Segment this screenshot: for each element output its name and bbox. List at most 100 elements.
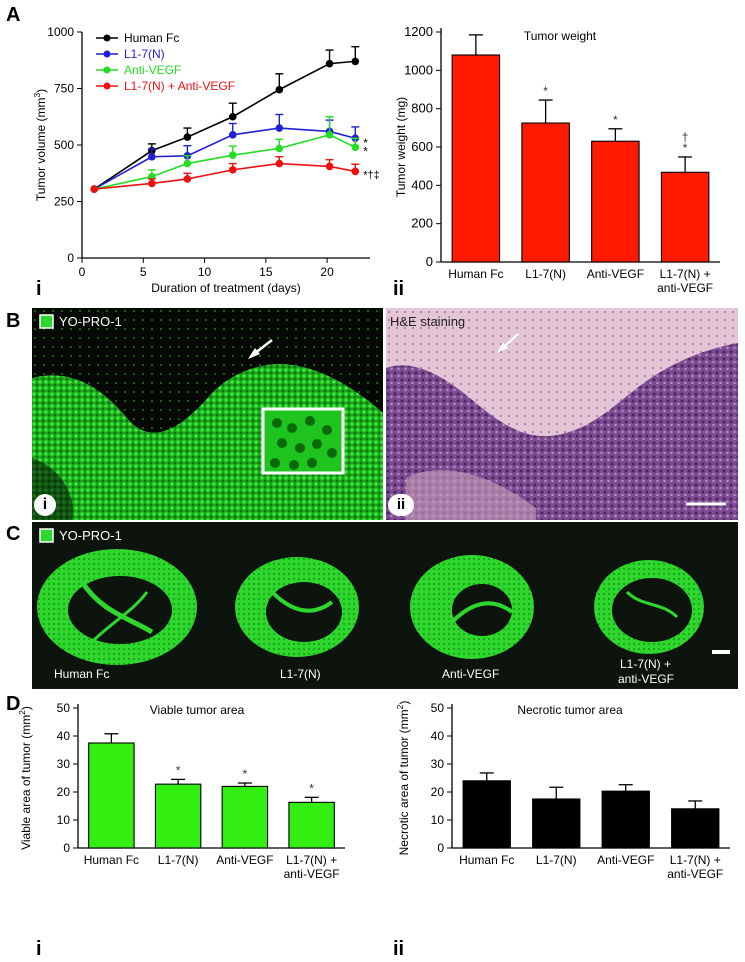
data-point (148, 152, 156, 161)
bar (521, 122, 570, 263)
caption-l1-7n: L1-7(N) (280, 667, 321, 681)
significance-mark: † (682, 130, 689, 144)
legend-marker (103, 50, 111, 58)
bar (221, 785, 269, 849)
fluorescence-image-drawing (32, 308, 383, 520)
data-point (275, 124, 284, 132)
data-point (228, 166, 237, 174)
category-label: Human Fc (459, 853, 514, 867)
significance-mark: * (309, 781, 314, 795)
tumor-weight-bar-chart: 0 200 400 600 800 1000 1200 Tumor weight Tumor w… (394, 24, 720, 295)
bar (660, 171, 710, 263)
y-tick-label: 800 (411, 101, 433, 116)
legend-marker (103, 34, 111, 42)
chart-title: Tumor weight (524, 29, 597, 43)
caption-combination-line1: L1-7(N) + (620, 657, 672, 671)
y-tick-label: 0 (63, 841, 70, 855)
data-point (325, 59, 334, 68)
category-label: L1-7(N) + (670, 853, 721, 867)
subpanel-label-b-ii: ii (388, 494, 414, 516)
y-tick-label: 500 (54, 138, 74, 152)
necrotic-tumor-area-bar-chart: 0 10 20 30 40 50 Necrotic tumor area Necrotic a… (395, 701, 730, 881)
category-label: L1-7(N) (158, 853, 199, 867)
y-tick-label: 1000 (404, 62, 433, 77)
bar (462, 780, 511, 849)
y-axis-label: Tumor weight (mg) (394, 97, 408, 197)
y-tick-label: 10 (431, 813, 445, 827)
data-point (275, 85, 284, 94)
legend-swatch (39, 314, 54, 329)
y-tick-label: 30 (431, 757, 445, 771)
significance-mark: * (543, 84, 548, 98)
subpanel-label-d-ii: ii (393, 938, 405, 960)
data-point (325, 131, 334, 139)
he-image-drawing (386, 308, 738, 520)
data-point (228, 131, 237, 139)
he-visible-arrow-icon (497, 333, 519, 353)
data-point (325, 162, 334, 171)
data-point (351, 57, 360, 66)
y-tick-label: 0 (426, 254, 433, 269)
chart-title: Necrotic tumor area (517, 703, 623, 717)
y-tick-label: 0 (67, 251, 74, 265)
bar (671, 808, 720, 849)
tumor-section-l1-7n (235, 557, 359, 657)
data-point (228, 112, 237, 121)
tumor-section-anti-vegf (410, 555, 534, 659)
tumor-volume-line-chart: 0 250 500 750 1000 0 5 10 15 20 Duration of treatm… (32, 25, 380, 295)
y-tick-label: 600 (411, 139, 433, 154)
category-label: Human Fc (84, 853, 139, 867)
significance-mark: * (363, 144, 368, 158)
panel-letter-a: A (6, 4, 21, 26)
y-tick-label: 0 (437, 841, 444, 855)
legend-label: Anti-VEGF (124, 63, 181, 77)
y-tick-label: 1200 (404, 24, 433, 39)
significance-mark: *†‡ (363, 169, 380, 181)
caption-anti-vegf: Anti-VEGF (442, 667, 500, 681)
y-tick-label: 750 (54, 82, 74, 96)
subpanel-label-a-i: i (36, 278, 42, 300)
x-tick-label: 5 (140, 265, 147, 279)
panel-letter-c: C (6, 523, 21, 545)
tumor-sections-yo-pro-1-image: YO-PRO-1 Human Fc L1-7(N) Anti-VEGF L1-7… (32, 522, 738, 689)
subpanel-label-b-i: i (34, 494, 56, 516)
y-tick-label: 40 (431, 729, 445, 743)
legend-label: Human Fc (124, 31, 179, 45)
y-tick-label: 50 (431, 701, 445, 715)
data-point (275, 144, 284, 153)
he-staining-image: H&E staining ii (386, 308, 738, 520)
y-tick-label: 40 (57, 729, 71, 743)
category-label: Anti-VEGF (597, 853, 654, 867)
tumor-sections-drawing (37, 528, 730, 665)
bar (601, 790, 650, 849)
category-label: L1-7(N) + (660, 267, 711, 281)
legend-marker (103, 66, 111, 74)
y-tick-label: 200 (411, 216, 433, 231)
data-point (183, 159, 192, 168)
y-axis-label: Tumor volume (mm3) (32, 89, 48, 201)
data-point (351, 143, 360, 152)
data-point (90, 185, 99, 193)
bar (288, 801, 335, 849)
category-label: anti-VEGF (284, 867, 340, 881)
data-point (228, 151, 237, 159)
yo-pro-1-label: YO-PRO-1 (59, 528, 122, 543)
legend-swatch (39, 528, 54, 543)
tumor-section-human-fc (37, 549, 197, 665)
panel-letter-d: D (6, 693, 21, 715)
subpanel-label-a-ii: ii (393, 278, 405, 300)
x-tick-label: 15 (259, 265, 273, 279)
chart-title: Viable tumor area (150, 703, 245, 717)
tumor-section-combination (594, 560, 704, 654)
bar (532, 798, 581, 849)
viable-tumor-area-bar-chart: 0 10 20 30 40 50 Viable tumor area Viable area … (17, 701, 345, 881)
category-label: anti-VEGF (657, 281, 713, 295)
caption-combination-line2: anti-VEGF (618, 672, 675, 686)
arrow-icon (248, 339, 273, 359)
y-tick-label: 1000 (47, 25, 74, 39)
y-axis-label: Viable area of tumor (mm2) (17, 706, 33, 850)
x-axis-label: Duration of treatment (days) (151, 281, 300, 295)
panel-letter-b: B (6, 310, 21, 332)
category-label: Human Fc (448, 267, 503, 281)
data-point (183, 175, 192, 183)
